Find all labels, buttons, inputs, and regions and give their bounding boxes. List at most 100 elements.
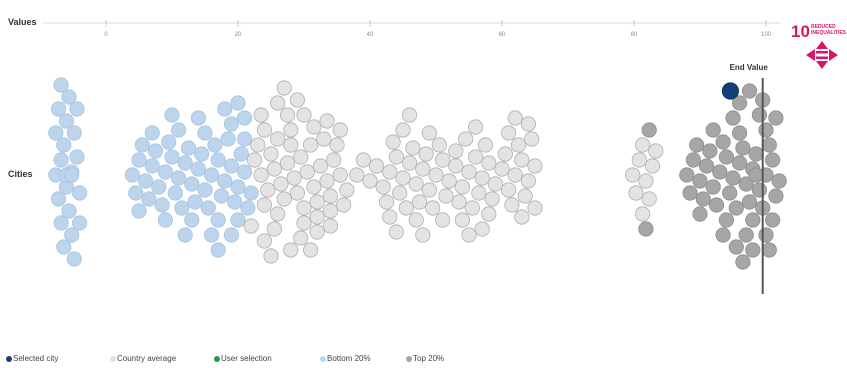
city-point[interactable] bbox=[339, 182, 355, 198]
city-point[interactable] bbox=[458, 131, 474, 147]
city-point[interactable] bbox=[283, 137, 299, 153]
city-point[interactable] bbox=[748, 146, 764, 162]
city-point[interactable] bbox=[56, 239, 72, 255]
city-point[interactable] bbox=[180, 140, 197, 156]
city-point[interactable] bbox=[233, 146, 249, 162]
city-point[interactable] bbox=[56, 137, 72, 153]
city-point[interactable] bbox=[171, 170, 187, 186]
city-point[interactable] bbox=[738, 227, 754, 243]
city-point[interactable] bbox=[177, 155, 193, 171]
city-point[interactable] bbox=[128, 185, 144, 201]
city-point[interactable] bbox=[375, 179, 391, 195]
city-point[interactable] bbox=[69, 149, 85, 165]
city-point[interactable] bbox=[378, 194, 395, 210]
city-point[interactable] bbox=[177, 227, 193, 243]
city-point[interactable] bbox=[157, 212, 173, 228]
city-point[interactable] bbox=[147, 143, 164, 159]
city-point[interactable] bbox=[316, 131, 332, 147]
city-point[interactable] bbox=[741, 83, 758, 99]
city-point[interactable] bbox=[184, 212, 200, 228]
city-point[interactable] bbox=[355, 152, 371, 168]
city-point[interactable] bbox=[392, 185, 408, 201]
city-point[interactable] bbox=[438, 188, 454, 204]
city-point[interactable] bbox=[319, 173, 335, 189]
city-point[interactable] bbox=[256, 197, 272, 213]
city-point[interactable] bbox=[764, 212, 781, 228]
city-point[interactable] bbox=[220, 131, 236, 147]
city-point[interactable] bbox=[398, 200, 414, 216]
city-point[interactable] bbox=[761, 242, 777, 258]
city-point[interactable] bbox=[260, 182, 276, 198]
city-point[interactable] bbox=[306, 119, 322, 135]
city-point[interactable] bbox=[418, 146, 434, 162]
city-point[interactable] bbox=[718, 212, 735, 228]
city-point[interactable] bbox=[279, 107, 296, 123]
city-point[interactable] bbox=[401, 155, 418, 171]
city-point[interactable] bbox=[634, 206, 651, 222]
city-point[interactable] bbox=[448, 158, 464, 174]
city-point[interactable] bbox=[256, 233, 272, 249]
city-point[interactable] bbox=[190, 161, 206, 177]
city-point[interactable] bbox=[524, 131, 540, 147]
city-point[interactable] bbox=[289, 92, 305, 108]
city-point[interactable] bbox=[504, 197, 520, 213]
city-point[interactable] bbox=[204, 167, 220, 183]
city-point[interactable] bbox=[237, 131, 253, 147]
city-point[interactable] bbox=[335, 197, 352, 213]
city-point[interactable] bbox=[741, 194, 758, 210]
city-point[interactable] bbox=[758, 227, 774, 243]
city-point[interactable] bbox=[722, 185, 738, 201]
city-point[interactable] bbox=[131, 152, 147, 168]
city-point[interactable] bbox=[761, 137, 777, 153]
city-point[interactable] bbox=[161, 134, 177, 150]
city-point[interactable] bbox=[527, 158, 543, 174]
city-point[interactable] bbox=[451, 194, 467, 210]
city-point[interactable] bbox=[329, 137, 345, 153]
city-point[interactable] bbox=[69, 101, 85, 117]
city-point[interactable] bbox=[131, 203, 147, 219]
city-point[interactable] bbox=[514, 209, 530, 225]
city-point[interactable] bbox=[382, 164, 398, 180]
city-point[interactable] bbox=[276, 191, 292, 207]
legend-item[interactable]: Country average bbox=[110, 354, 214, 363]
city-point[interactable] bbox=[434, 152, 451, 168]
city-point[interactable] bbox=[768, 188, 784, 204]
city-point[interactable] bbox=[332, 122, 348, 138]
legend-item[interactable]: User selection bbox=[214, 354, 320, 363]
city-point[interactable] bbox=[144, 125, 160, 141]
city-point[interactable] bbox=[510, 137, 527, 153]
city-point[interactable] bbox=[322, 203, 338, 219]
city-point[interactable] bbox=[164, 107, 180, 123]
city-point[interactable] bbox=[154, 197, 170, 213]
city-point[interactable] bbox=[731, 155, 748, 171]
city-point[interactable] bbox=[408, 212, 424, 228]
city-point[interactable] bbox=[50, 101, 67, 117]
city-point[interactable] bbox=[474, 170, 490, 186]
city-point[interactable] bbox=[634, 137, 651, 153]
city-point[interactable] bbox=[738, 176, 754, 192]
city-point[interactable] bbox=[309, 209, 325, 225]
city-point[interactable] bbox=[309, 194, 325, 210]
city-point[interactable] bbox=[638, 173, 654, 189]
legend-item[interactable]: Top 20% bbox=[406, 354, 486, 363]
city-point[interactable] bbox=[223, 227, 239, 243]
city-point[interactable] bbox=[425, 200, 441, 216]
city-point[interactable] bbox=[263, 248, 279, 264]
city-point[interactable] bbox=[276, 80, 292, 96]
city-point[interactable] bbox=[256, 122, 272, 138]
city-point[interactable] bbox=[467, 149, 484, 165]
city-point[interactable] bbox=[266, 221, 282, 237]
city-point[interactable] bbox=[237, 110, 253, 126]
city-point[interactable] bbox=[296, 215, 312, 231]
city-point[interactable] bbox=[745, 212, 761, 228]
city-point[interactable] bbox=[520, 116, 537, 132]
city-point[interactable] bbox=[269, 95, 286, 111]
city-point[interactable] bbox=[517, 188, 533, 204]
city-point[interactable] bbox=[53, 152, 69, 168]
city-point[interactable] bbox=[326, 152, 342, 168]
city-point[interactable] bbox=[332, 167, 348, 183]
city-point[interactable] bbox=[705, 179, 721, 195]
city-point[interactable] bbox=[319, 113, 335, 129]
city-point[interactable] bbox=[64, 167, 80, 183]
city-point[interactable] bbox=[124, 167, 140, 183]
